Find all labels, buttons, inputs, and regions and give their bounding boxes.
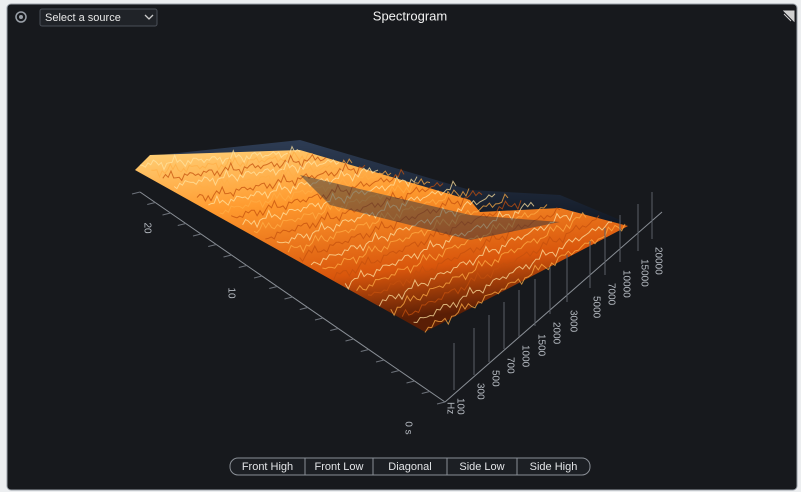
frequency-label: 100 <box>454 398 465 415</box>
window-title: Spectrogram <box>373 8 447 23</box>
frequency-label: 1000 <box>519 345 530 368</box>
view-button[interactable]: Front High <box>242 461 293 473</box>
time-label: 0 s <box>402 421 413 434</box>
view-button[interactable]: Diagonal <box>388 461 431 473</box>
time-label: 20 <box>141 222 152 234</box>
frequency-label: 20000 <box>652 247 663 275</box>
view-button[interactable]: Side Low <box>459 461 504 473</box>
frequency-label: 7000 <box>605 283 616 306</box>
frequency-label: 1500 <box>535 334 546 357</box>
view-buttons: Front High Front Low Diagonal Side Low Side … <box>230 458 590 475</box>
view-button[interactable]: Side High <box>530 461 578 473</box>
frequency-label: 15000 <box>638 259 649 287</box>
frequency-label: 700 <box>504 357 515 374</box>
source-select-label: Select a source <box>45 12 121 24</box>
time-label: 10 <box>225 287 236 299</box>
frequency-label: 300 <box>474 383 485 400</box>
spectrogram-window: Select a source Spectrogram 20100 sHz100… <box>0 0 801 492</box>
view-button[interactable]: Front Low <box>315 461 364 473</box>
frequency-label: 3000 <box>567 310 578 333</box>
frequency-label: 5000 <box>590 296 601 319</box>
source-select[interactable]: Select a source <box>40 9 157 26</box>
frequency-unit: Hz <box>444 402 455 414</box>
page: Select a source Spectrogram 20100 sHz100… <box>0 0 801 492</box>
frequency-label: 500 <box>489 370 500 387</box>
frequency-label: 2000 <box>550 322 561 345</box>
frequency-label: 10000 <box>620 270 631 298</box>
